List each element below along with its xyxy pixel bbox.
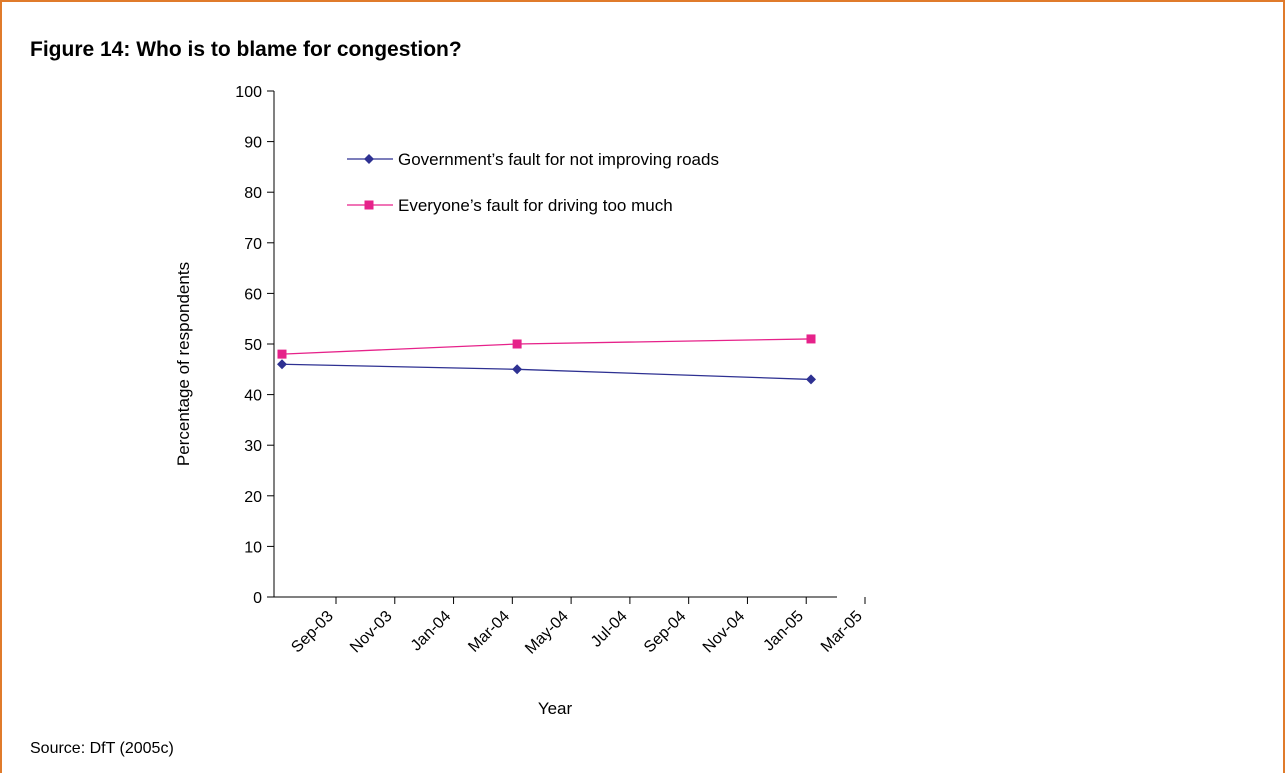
series-line xyxy=(281,363,812,381)
series-2 xyxy=(277,334,816,359)
data-point xyxy=(512,364,523,375)
data-point xyxy=(512,339,522,349)
x-tick-label: Nov-03 xyxy=(347,608,396,657)
y-axis-ticks: 0 10 20 30 40 50 60 70 80 90 100 xyxy=(235,84,274,607)
x-tick-label: Sep-03 xyxy=(288,608,337,657)
legend-item-2: Everyone’s fault for driving too much xyxy=(347,196,673,215)
series-1 xyxy=(277,359,816,385)
y-tick-label: 50 xyxy=(244,337,262,354)
y-tick-label: 80 xyxy=(244,185,262,202)
y-tick-label: 40 xyxy=(244,388,262,405)
chart-series xyxy=(277,334,816,385)
data-point xyxy=(806,374,816,385)
y-axis-title: Percentage of respondents xyxy=(174,262,193,466)
x-axis-title: Year xyxy=(538,699,573,718)
y-tick-label: 30 xyxy=(244,438,262,455)
x-tick-label: Mar-04 xyxy=(465,608,513,656)
y-tick-label: 20 xyxy=(244,489,262,506)
legend-marker xyxy=(364,154,374,164)
x-axis-ticks: Sep-03 Nov-03 Jan-04 Mar-04 May-04 Jul-04 Sep-… xyxy=(288,597,866,658)
series-line xyxy=(281,338,812,355)
x-tick-label: Nov-04 xyxy=(700,608,749,657)
chart-legend: Government’s fault for not improving roa… xyxy=(347,150,719,215)
x-tick-label: Jan-05 xyxy=(760,608,807,655)
x-tick-label: Sep-04 xyxy=(641,608,690,657)
legend-marker xyxy=(364,200,374,210)
figure-title: Figure 14: Who is to blame for congestio… xyxy=(30,38,462,61)
legend-label: Everyone’s fault for driving too much xyxy=(398,196,673,215)
legend-label: Government’s fault for not improving roa… xyxy=(398,150,719,169)
y-tick-label: 90 xyxy=(244,135,262,152)
figure-source: Source: DfT (2005c) xyxy=(30,740,174,757)
y-tick-label: 10 xyxy=(244,539,262,556)
x-tick-label: Jan-04 xyxy=(408,608,455,655)
legend-item-1: Government’s fault for not improving roa… xyxy=(347,150,719,169)
x-tick-label: Jul-04 xyxy=(588,608,631,651)
data-point xyxy=(277,349,287,359)
data-point xyxy=(806,334,816,344)
y-tick-label: 100 xyxy=(235,84,262,101)
y-tick-label: 70 xyxy=(244,236,262,253)
y-tick-label: 60 xyxy=(244,286,262,303)
data-point xyxy=(277,359,287,370)
y-tick-label: 0 xyxy=(253,590,262,607)
x-tick-label: Mar-05 xyxy=(818,608,866,656)
x-tick-label: May-04 xyxy=(522,608,572,658)
